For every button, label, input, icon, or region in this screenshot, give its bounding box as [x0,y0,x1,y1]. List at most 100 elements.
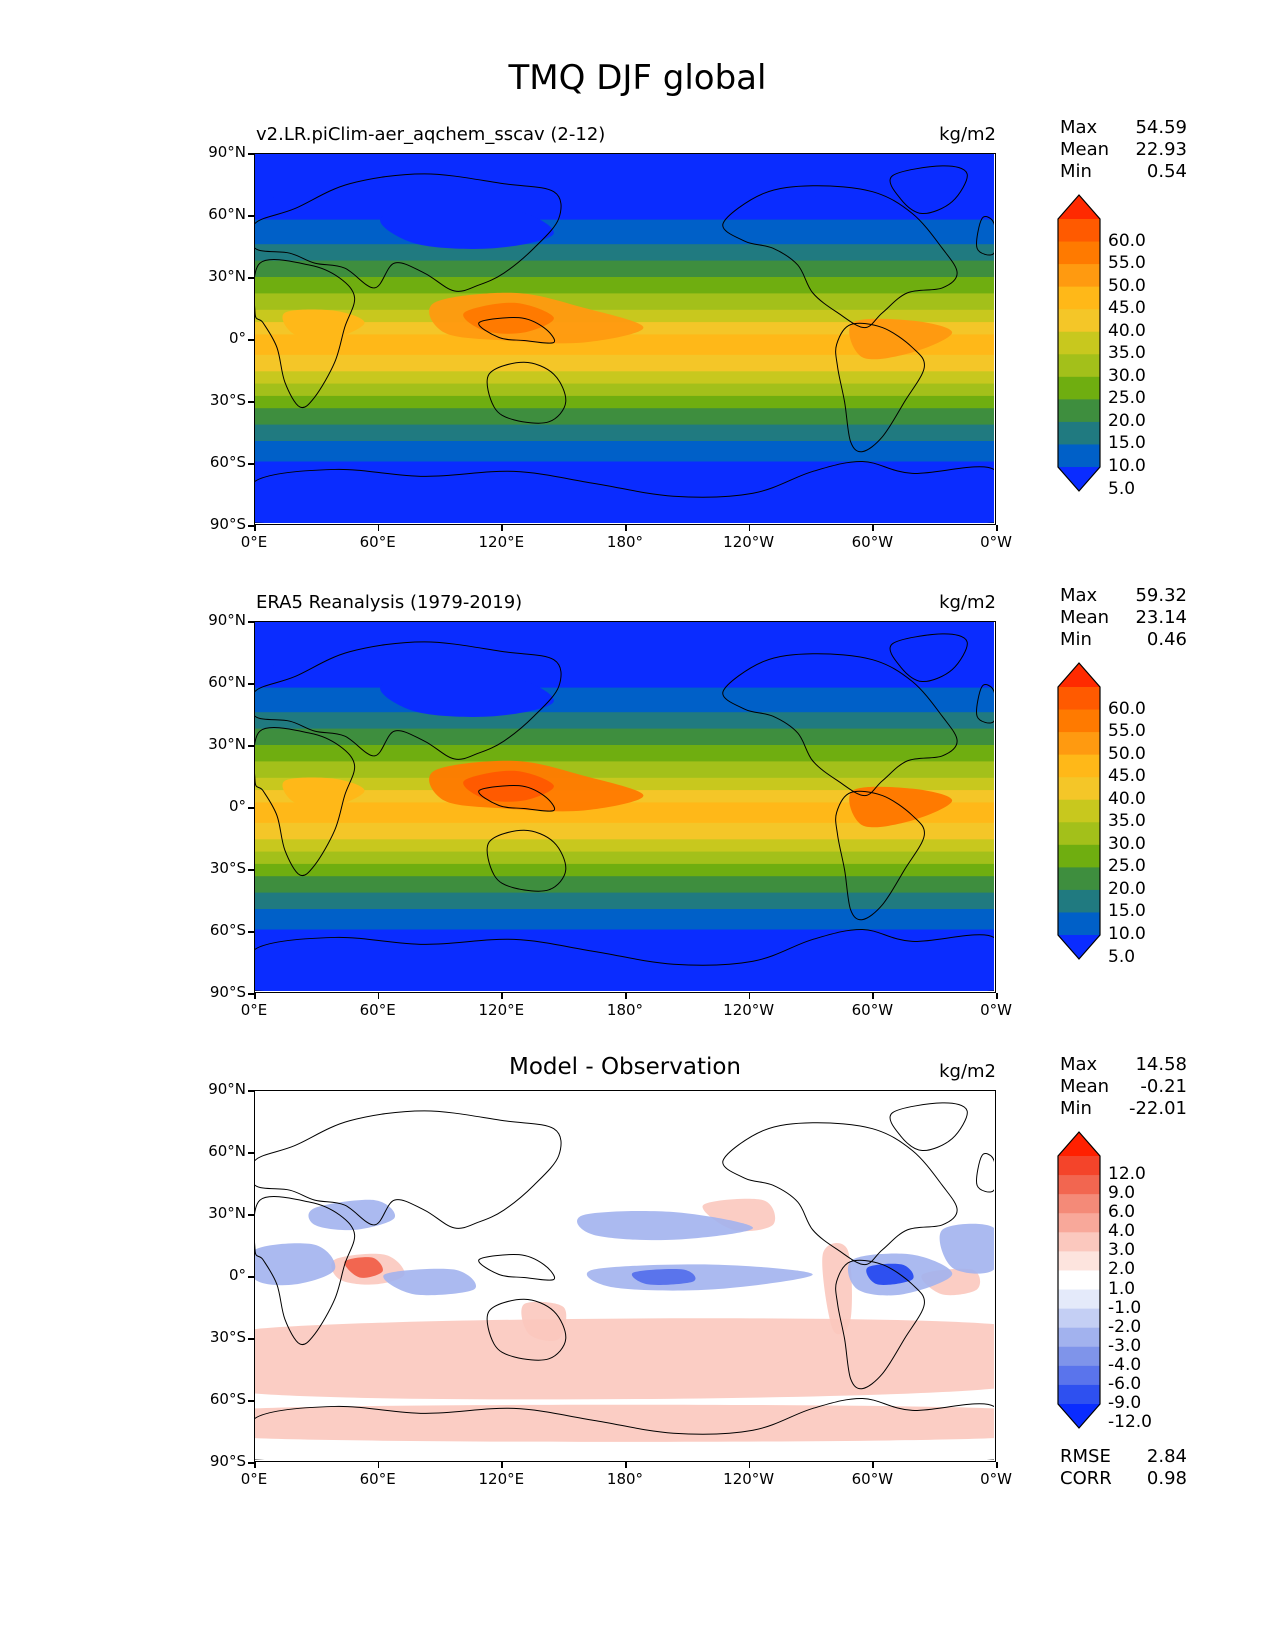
field-map [255,1091,994,1460]
tmq-band [255,461,994,523]
x-tick-mark [377,993,380,999]
colorbar-segment [1058,1384,1100,1405]
coastline [835,790,925,921]
colorbar-segment [1058,1365,1100,1386]
x-tick-mark [872,993,874,999]
colorbar-segment [1058,1175,1100,1195]
tmq-band [255,408,994,426]
y-tick-label: 90°S [209,515,246,533]
tmq-band [255,876,994,894]
y-tick-label: 90°S [209,1452,246,1470]
stat-value-min: 0.54 [1146,161,1187,182]
stat-label-rmse: RMSE [1060,1446,1111,1467]
y-tick-mark [248,621,254,623]
y-tick-label: 30°S [209,391,246,409]
tmq-band [255,863,994,877]
y-tick-label: 0° [228,329,246,347]
colorbar-tick-label: 30.0 [1108,833,1146,854]
colorbar-tick-label: 35.0 [1108,811,1146,832]
colorbar-max-extend [1058,663,1100,687]
tmq-band [255,219,994,245]
colorbar-segment [1058,1156,1100,1176]
colorbar-segment [1058,844,1100,868]
y-tick-mark [248,745,254,747]
x-tick-label: 120°W [723,1470,775,1488]
tmq-band [255,822,994,840]
colorbar-tick-label: 55.0 [1108,721,1146,742]
arctic-dry [255,622,994,672]
colorbar-tick-label: 1.0 [1108,1278,1136,1299]
x-tick-mark [501,525,503,531]
x-tick-mark [377,525,380,531]
colorbar-segment [1058,309,1100,333]
negative-anomaly [308,1199,396,1231]
y-tick-mark [248,931,254,933]
colorbar-tick-label: 3.0 [1108,1240,1136,1261]
stat-label-mean: Mean [1060,1076,1110,1097]
tmq-band [255,371,994,385]
colorbar-tick-label: -6.0 [1108,1373,1142,1394]
units-label: kg/m2 [939,592,996,613]
siberia-dry [380,675,554,717]
map-frame[interactable] [254,621,996,993]
x-tick-label: 60°E [359,1470,396,1488]
colorbar-segment [1058,754,1100,778]
panel-center-title: Model - Observation [508,1054,742,1080]
x-tick-label: 120°E [478,1001,525,1019]
units-label: kg/m2 [939,124,996,145]
figure-title: TMQ DJF global [508,58,767,98]
x-tick-label: 120°W [723,1001,775,1019]
panel-subtitle: v2.LR.piClim-aer_aqchem_sscav (2-12) [256,124,606,145]
stat-value-max: 14.58 [1135,1054,1187,1075]
x-tick-label: 0°W [980,1001,1012,1019]
colorbar-segment [1058,421,1100,446]
tmq-band [255,687,994,713]
tmq-band [255,354,994,372]
x-tick-mark [254,1462,256,1468]
colorbar-segment [1058,822,1100,846]
coastline [478,1254,556,1281]
colorbar-tick-label: 5.0 [1108,946,1136,967]
colorbar-tick-label: 4.0 [1108,1221,1136,1242]
colorbar-tick-label: 40.0 [1108,788,1146,809]
colorbar-segment [1058,1327,1100,1348]
stat-value-max: 59.32 [1135,585,1187,606]
y-tick-mark [248,153,254,155]
field-map [255,622,994,991]
coastline [486,1298,567,1361]
x-tick-label: 0°E [240,1470,268,1488]
tmq-band [255,441,994,462]
colorbar-tick-label: -4.0 [1108,1354,1142,1375]
coastline [255,259,356,409]
x-tick-label: 0°E [240,533,268,551]
colorbar-min-extend [1058,935,1100,959]
y-tick-mark [248,525,254,527]
colorbar [1057,1131,1101,1429]
map-frame[interactable] [254,1090,996,1462]
amazon-moist [849,318,953,360]
stat-label-max: Max [1060,1054,1098,1075]
y-tick-label: 0° [228,1266,246,1284]
colorbar-tick-label: -1.0 [1108,1297,1142,1318]
y-tick-label: 60°N [208,673,246,691]
tmq-band [255,383,994,397]
tmq-band [255,260,994,278]
colorbar-segment [1058,777,1100,801]
x-tick-mark [377,1462,380,1468]
colorbar-tick-label: 45.0 [1108,298,1146,319]
coastline [255,727,356,877]
coastline [255,1196,356,1346]
colorbar [1057,194,1101,492]
coastline [722,653,958,797]
y-tick-mark [248,463,254,465]
colorbar-tick-label: -3.0 [1108,1335,1142,1356]
colorbar-max-extend [1058,195,1100,219]
colorbar-min-extend [1058,467,1100,491]
y-tick-label: 30°S [209,859,246,877]
map-frame[interactable] [254,153,996,525]
tmq-band [255,892,994,910]
tmq-band [255,851,994,865]
tmq-band [255,712,994,730]
colorbar-segment [1058,799,1100,823]
y-tick-mark [248,683,254,685]
